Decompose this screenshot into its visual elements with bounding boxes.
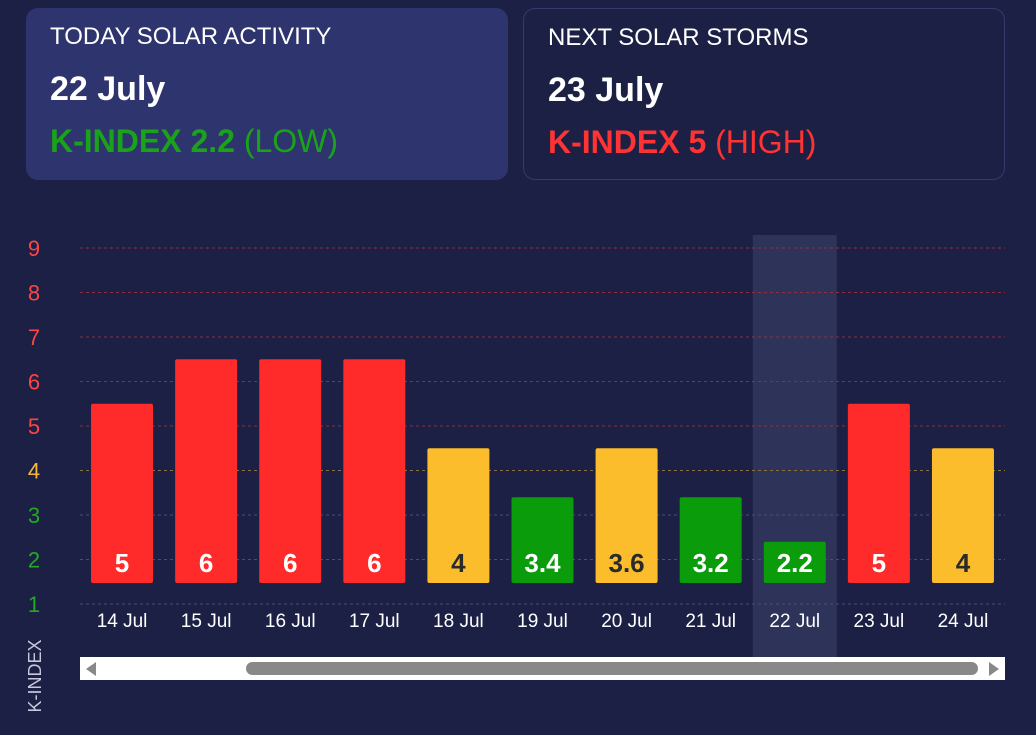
y-tick-label: 3: [28, 503, 40, 528]
bar: [847, 403, 910, 583]
y-tick-label: 5: [28, 414, 40, 439]
bar-value-label: 3.4: [524, 548, 561, 578]
bar: [763, 541, 826, 583]
y-axis-label: K-INDEX: [25, 639, 45, 712]
x-tick-label: 14 Jul: [97, 611, 148, 632]
bar: [931, 448, 994, 583]
bar-value-label: 2.2: [777, 548, 813, 578]
x-tick-label: 17 Jul: [349, 611, 400, 632]
next-k-value: K-INDEX 5: [548, 124, 707, 160]
x-tick-label: 19 Jul: [517, 611, 568, 632]
bar: [595, 448, 658, 583]
today-k-value: K-INDEX 2.2: [50, 123, 235, 159]
y-tick-label: 6: [28, 370, 40, 395]
x-tick-label: 24 Jul: [938, 611, 989, 632]
bar: [91, 403, 154, 583]
x-tick-label: 22 Jul: [769, 611, 820, 632]
y-tick-label: 9: [28, 236, 40, 261]
y-tick-label: 4: [28, 459, 40, 484]
bar-value-label: 6: [199, 548, 213, 578]
bar-value-label: 6: [283, 548, 297, 578]
bar-value-label: 5: [872, 548, 886, 578]
bar-value-label: 5: [115, 548, 129, 578]
next-k-index: K-INDEX 5 (HIGH): [548, 122, 980, 162]
bar: [427, 448, 490, 583]
bar: [343, 359, 406, 583]
next-date: 23 July: [548, 71, 664, 109]
bar: [175, 359, 238, 583]
today-date: 22 July: [50, 70, 166, 108]
bar: [259, 359, 322, 583]
x-tick-label: 16 Jul: [265, 611, 316, 632]
next-storms-card: NEXT SOLAR STORMS 23 July K-INDEX 5 (HIG…: [523, 8, 1005, 180]
x-tick-label: 18 Jul: [433, 611, 484, 632]
x-tick-label: 21 Jul: [685, 611, 736, 632]
x-tick-label: 20 Jul: [601, 611, 652, 632]
y-tick-label: 1: [28, 592, 40, 617]
arrow-right-icon[interactable]: [989, 662, 999, 676]
arrow-left-icon[interactable]: [86, 662, 96, 676]
bar-value-label: 4: [451, 548, 466, 578]
bar-value-label: 3.6: [609, 548, 645, 578]
k-index-chart: 1 2 3 4 5 6 7 8 9 K-INDEX 5 14 Jul 6 15 Jul 6 16 Jul 6 17…: [25, 235, 1005, 713]
y-tick-label: 8: [28, 281, 40, 306]
highlight-band: [752, 235, 837, 657]
scrollbar-thumb[interactable]: [246, 662, 978, 675]
bar-value-label: 4: [956, 548, 971, 578]
today-heading: TODAY SOLAR ACTIVITY: [50, 23, 332, 50]
today-level: (LOW): [243, 123, 339, 159]
bar-value-label: 6: [367, 548, 381, 578]
x-tick-label: 15 Jul: [181, 611, 232, 632]
chart-scrollbar[interactable]: [80, 657, 1005, 680]
y-tick-label: 7: [28, 325, 40, 350]
bar-value-label: 3.2: [693, 548, 729, 578]
next-level: (HIGH): [715, 124, 817, 160]
today-activity-card: TODAY SOLAR ACTIVITY 22 July K-INDEX 2.2…: [26, 8, 508, 180]
today-k-index: K-INDEX 2.2 (LOW): [50, 121, 484, 161]
next-heading: NEXT SOLAR STORMS: [548, 24, 809, 51]
bar: [511, 497, 574, 583]
x-tick-label: 23 Jul: [854, 611, 905, 632]
bar: [679, 497, 742, 583]
y-tick-label: 2: [28, 548, 40, 573]
